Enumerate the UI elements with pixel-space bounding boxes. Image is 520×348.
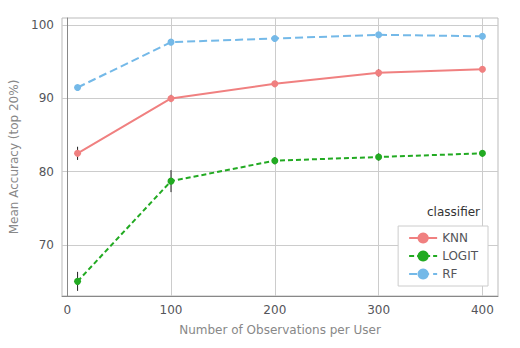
svg-text:Mean Accuracy (top 20%): Mean Accuracy (top 20%): [7, 80, 21, 235]
svg-text:LOGIT: LOGIT: [442, 249, 479, 263]
svg-text:90: 90: [39, 91, 54, 105]
svg-text:400: 400: [471, 303, 494, 317]
svg-text:KNN: KNN: [442, 231, 468, 245]
svg-text:RF: RF: [442, 267, 457, 281]
svg-text:100: 100: [160, 303, 183, 317]
svg-text:70: 70: [39, 238, 54, 252]
svg-text:Number of Observations per Use: Number of Observations per User: [179, 323, 381, 337]
svg-text:0: 0: [63, 303, 71, 317]
svg-text:100: 100: [31, 18, 54, 32]
svg-text:300: 300: [367, 303, 390, 317]
svg-text:200: 200: [263, 303, 286, 317]
svg-text:80: 80: [39, 165, 54, 179]
svg-text:classifier: classifier: [427, 205, 480, 219]
